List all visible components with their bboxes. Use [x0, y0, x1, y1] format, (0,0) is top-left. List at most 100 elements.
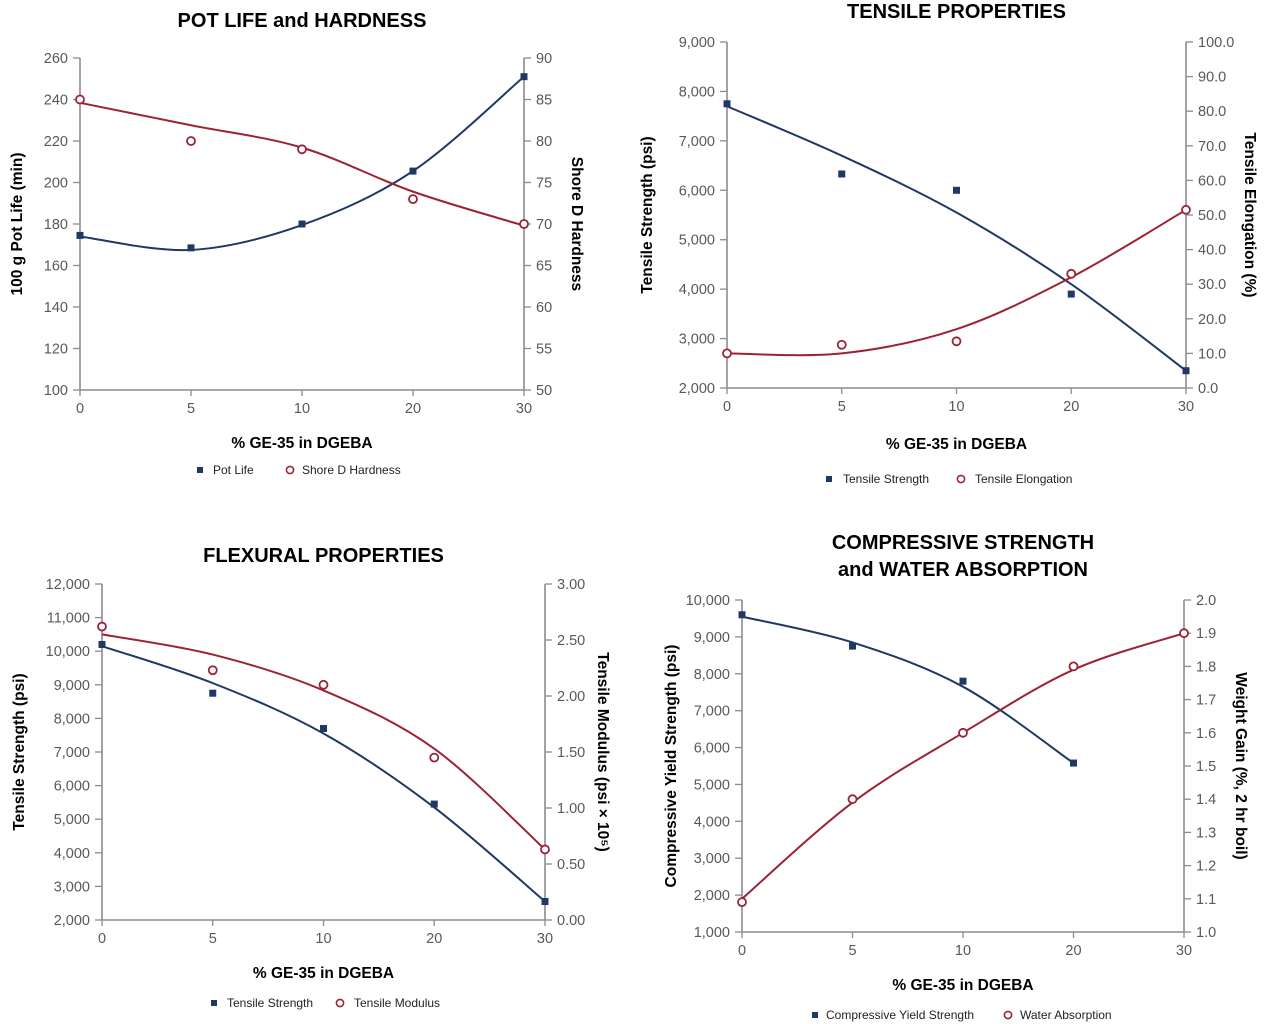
x-tick-label: 10 [294, 401, 310, 417]
data-point-circle [1066, 268, 1077, 279]
legend-label: Tensile Modulus [354, 996, 440, 1010]
x-axis-label: % GE-35 in DGEBA [886, 436, 1027, 453]
data-point-square [187, 244, 195, 252]
y-right-tick-label: 2.0 [1196, 593, 1216, 609]
y-left-tick-label: 240 [44, 93, 68, 109]
y-right-tick-label: 40.0 [1198, 243, 1226, 259]
y-right-tick-label: 80 [536, 134, 552, 150]
y-left-tick-label: 220 [44, 134, 68, 150]
data-point-square [298, 220, 306, 228]
y-axis-left-label: Tensile Strength (psi) [639, 136, 656, 293]
data-point-square [520, 73, 528, 81]
data-point-circle [836, 339, 847, 350]
data-point-square [98, 640, 106, 648]
data-point-square [541, 898, 549, 906]
chart-title: TENSILE PROPERTIES [847, 1, 1066, 23]
legend-label: Shore D Hardness [302, 463, 401, 477]
y-axis-right-label: Shore D Hardness [568, 157, 585, 291]
y-right-tick-label: 0.50 [557, 857, 585, 873]
chart-title: COMPRESSIVE STRENGTH [832, 532, 1094, 554]
y-left-tick-label: 100 [44, 383, 68, 399]
chart-title: FLEXURAL PROPERTIES [203, 545, 444, 567]
legend-label: Tensile Elongation [975, 472, 1072, 486]
data-point-square [409, 167, 417, 175]
y-left-tick-label: 120 [44, 342, 68, 358]
data-point-square [320, 724, 327, 732]
y-left-tick-label: 6,000 [679, 183, 715, 199]
data-point-square [959, 677, 967, 685]
y-left-tick-label: 4,000 [679, 282, 715, 298]
data-point-circle [75, 94, 85, 105]
data-point-square [1182, 367, 1190, 375]
y-left-tick-label: 1,000 [694, 925, 730, 941]
y-left-tick-label: 6,000 [54, 779, 90, 795]
y-left-tick-label: 8,000 [679, 84, 715, 100]
data-point-circle [1179, 628, 1189, 639]
legend-marker-square [197, 467, 203, 473]
x-tick-label: 5 [187, 401, 195, 417]
y-left-tick-label: 260 [44, 51, 68, 67]
x-tick-label: 30 [516, 401, 532, 417]
y-right-tick-label: 0.00 [557, 913, 585, 929]
y-left-tick-label: 2,000 [679, 381, 715, 397]
legend-marker-square [211, 1000, 217, 1006]
y-right-tick-label: 2.50 [557, 633, 585, 649]
trend-line-primary [101, 645, 546, 903]
y-right-tick-label: 1.00 [557, 801, 585, 817]
data-point-circle [408, 194, 418, 205]
y-left-tick-label: 3,000 [694, 851, 730, 867]
y-right-tick-label: 50 [536, 383, 552, 399]
legend-marker-circle [1003, 1010, 1013, 1020]
y-left-tick-label: 160 [44, 259, 68, 275]
data-point-square [953, 186, 960, 194]
y-left-tick-label: 10,000 [686, 593, 730, 609]
y-axis-left-label: Compressive Yield Strength (psi) [663, 645, 680, 888]
data-point-square [1067, 290, 1075, 298]
x-tick-label: 20 [405, 401, 421, 417]
y-right-tick-label: 90 [536, 51, 552, 67]
legend-marker-circle [956, 474, 966, 484]
data-point-square [76, 231, 84, 239]
chart-title: POT LIFE and HARDNESS [178, 10, 427, 32]
y-right-tick-label: 55 [536, 342, 552, 358]
y-left-tick-label: 3,000 [679, 332, 715, 348]
data-point-circle [97, 621, 107, 632]
y-left-tick-label: 11,000 [47, 611, 90, 627]
y-right-tick-label: 90.0 [1198, 70, 1226, 86]
y-left-tick-label: 4,000 [54, 846, 90, 862]
x-tick-label: 30 [537, 931, 553, 947]
chart-pot-life-hardness: POT LIFE and HARDNESS1001201401601802002… [9, 10, 585, 477]
y-left-tick-label: 2,000 [54, 913, 90, 929]
y-left-tick-label: 3,000 [54, 879, 90, 895]
y-axis-right-label: Tensile Elongation (%) [1241, 132, 1258, 297]
data-point-circle [1181, 204, 1191, 215]
trend-line-secondary [741, 632, 1185, 900]
y-right-tick-label: 70 [536, 217, 552, 233]
chart-flexural-properties: FLEXURAL PROPERTIES 2,000 3,000 4,000 5,000 6… [11, 545, 611, 1010]
y-right-tick-label: 75 [536, 176, 552, 192]
data-point-circle [207, 665, 218, 676]
data-point-square [838, 170, 846, 178]
y-left-tick-label: 2,000 [694, 888, 730, 904]
chart-tensile-properties: TENSILE PROPERTIES 2,000 3,000 4,000 5,000 6,… [639, 1, 1258, 486]
x-tick-label: 30 [1176, 943, 1192, 959]
y-left-tick-label: 5,000 [54, 812, 90, 828]
y-right-tick-label: 1.2 [1196, 859, 1216, 875]
x-tick-label: 20 [1065, 943, 1081, 959]
y-right-tick-label: 20.0 [1198, 312, 1226, 328]
y-left-tick-label: 12,000 [46, 577, 90, 593]
y-axis-right-label: Tensile Modulus (psi × 10⁵) [594, 652, 611, 852]
legend-label: Water Absorption [1020, 1008, 1112, 1022]
x-tick-label: 30 [1178, 399, 1194, 415]
trend-line-primary [741, 615, 1075, 764]
y-right-tick-label: 1.4 [1196, 792, 1216, 808]
y-left-tick-label: 9,000 [54, 678, 90, 694]
y-right-tick-label: 1.8 [1196, 659, 1216, 675]
y-right-tick-label: 85 [536, 93, 552, 109]
y-right-tick-label: 2.00 [557, 689, 585, 705]
y-right-tick-label: 0.0 [1198, 381, 1218, 397]
x-tick-label: 10 [948, 399, 964, 415]
y-right-tick-label: 1.5 [1196, 759, 1216, 775]
y-left-tick-label: 180 [44, 217, 68, 233]
x-tick-label: 10 [315, 931, 331, 947]
